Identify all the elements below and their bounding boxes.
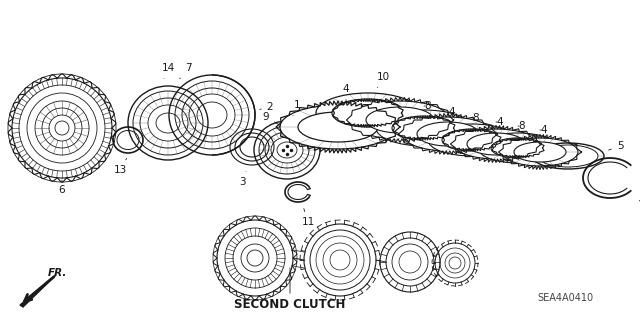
Text: 13: 13 xyxy=(113,159,127,175)
Ellipse shape xyxy=(454,129,538,159)
Ellipse shape xyxy=(502,138,578,166)
Text: FR.: FR. xyxy=(48,268,67,278)
Ellipse shape xyxy=(350,101,450,139)
Text: 9: 9 xyxy=(262,112,280,126)
Ellipse shape xyxy=(491,138,545,158)
Text: 2: 2 xyxy=(260,102,273,112)
Ellipse shape xyxy=(428,124,516,156)
Text: 3: 3 xyxy=(239,172,246,187)
Ellipse shape xyxy=(316,93,420,133)
Text: SEA4A0410: SEA4A0410 xyxy=(537,293,593,303)
Ellipse shape xyxy=(467,133,525,155)
Text: 7: 7 xyxy=(180,63,191,79)
Ellipse shape xyxy=(332,99,404,127)
Ellipse shape xyxy=(478,133,558,163)
Ellipse shape xyxy=(376,110,472,146)
Ellipse shape xyxy=(392,116,456,140)
Polygon shape xyxy=(20,275,56,307)
Text: SECOND CLUTCH: SECOND CLUTCH xyxy=(234,298,346,310)
Text: 4: 4 xyxy=(342,84,349,102)
Text: 4: 4 xyxy=(496,117,503,127)
Text: 8: 8 xyxy=(472,113,479,123)
Ellipse shape xyxy=(402,117,494,151)
Ellipse shape xyxy=(366,107,434,133)
Text: 5: 5 xyxy=(609,141,623,151)
Ellipse shape xyxy=(417,122,479,146)
Ellipse shape xyxy=(298,112,378,142)
Text: 1: 1 xyxy=(293,100,300,115)
Ellipse shape xyxy=(514,142,566,162)
Text: 8: 8 xyxy=(424,101,431,111)
Text: 11: 11 xyxy=(301,209,315,227)
Ellipse shape xyxy=(442,129,502,151)
Ellipse shape xyxy=(280,105,396,149)
Text: 4: 4 xyxy=(540,125,547,135)
Text: 14: 14 xyxy=(161,63,175,78)
Text: 6: 6 xyxy=(59,180,65,195)
Text: 10: 10 xyxy=(376,72,390,87)
Text: 8: 8 xyxy=(518,121,525,131)
Text: 4: 4 xyxy=(448,107,455,117)
